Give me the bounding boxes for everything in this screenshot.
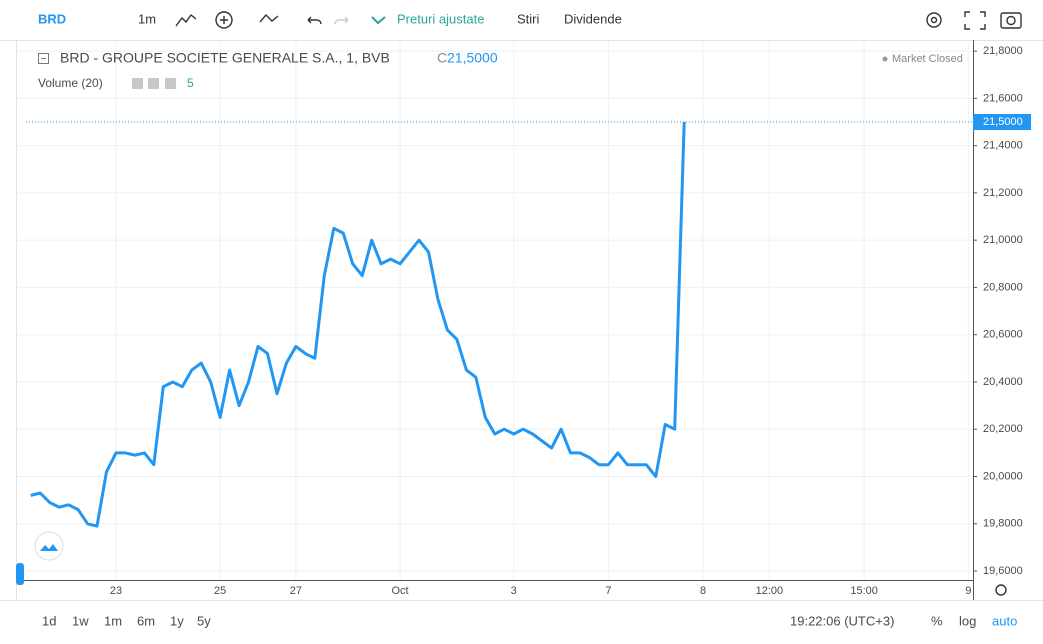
last-price-tag	[973, 114, 1031, 131]
snapshot-lens[interactable]	[1006, 15, 1016, 26]
range-button[interactable]: 6m	[137, 613, 155, 628]
x-tick-label: 3	[511, 585, 517, 597]
x-tick-label: 25	[214, 585, 226, 597]
compare-icon[interactable]	[259, 13, 279, 23]
symbol[interactable]: BRD	[38, 11, 66, 26]
news[interactable]: Stiri	[517, 11, 540, 26]
fullscreen-icon[interactable]	[964, 11, 986, 30]
grid: 19,6000 19,8000 20,0000 20,2000 20,4000 20,60…	[16, 40, 1023, 597]
y-tick-label: 19,6000	[983, 565, 1023, 577]
y-tick-label: 20,8000	[983, 281, 1023, 293]
scroll-handle[interactable]	[16, 563, 24, 585]
plot: 21,5000	[26, 114, 1031, 528]
log-toggle[interactable]: log	[959, 613, 976, 628]
redo-icon[interactable]	[334, 16, 349, 25]
chart-style-icon[interactable]	[175, 13, 197, 27]
series-name[interactable]: BRD - GROUPE SOCIETE GENERALE S.A., 1, B…	[60, 50, 390, 66]
settings-icon-center[interactable]	[930, 16, 938, 24]
price-value: 21,5000	[447, 50, 498, 66]
ranges: 1d 1w 1m 6m 1y 5y	[42, 613, 211, 628]
logo-badge[interactable]	[34, 531, 64, 561]
y-tick-label: 20,2000	[983, 423, 1023, 435]
range-button[interactable]: 1w	[72, 613, 89, 628]
x-tick-label: 9	[965, 585, 971, 597]
y-tick-label: 20,6000	[983, 329, 1023, 341]
percent-toggle[interactable]: %	[931, 613, 943, 628]
price-prefix: C	[437, 50, 447, 66]
range-button[interactable]: 5y	[197, 613, 211, 628]
y-tick-label: 21,4000	[983, 140, 1023, 152]
collapse-box[interactable]	[38, 53, 49, 64]
logo-icon[interactable]	[40, 544, 58, 551]
y-tick-label: 21,8000	[983, 45, 1023, 57]
x-tick-label: 15:00	[850, 585, 878, 597]
x-tick-label: Oct	[392, 585, 409, 597]
volume-settings[interactable]	[148, 78, 159, 89]
indicators-icon[interactable]	[215, 11, 233, 29]
adjusted-check[interactable]	[371, 16, 386, 25]
snapshot-icon[interactable]	[1000, 12, 1022, 29]
volume-value: 5	[187, 76, 194, 90]
y-tick-label: 20,4000	[983, 376, 1023, 388]
axis-settings[interactable]	[995, 584, 1007, 596]
x-tick-label: 8	[700, 585, 706, 597]
volume-eye[interactable]	[132, 78, 143, 89]
y-tick-label: 21,2000	[983, 187, 1023, 199]
last-price-label: 21,5000	[983, 116, 1023, 128]
auto-toggle[interactable]: auto	[992, 613, 1017, 628]
x-tick-label: 27	[290, 585, 302, 597]
y-tick-label: 20,0000	[983, 470, 1023, 482]
range-button[interactable]: 1m	[104, 613, 122, 628]
status-dot	[882, 56, 888, 62]
indicators-icon-plus[interactable]	[220, 16, 228, 24]
range-button[interactable]: 1y	[170, 613, 184, 628]
settings-icon[interactable]	[926, 12, 942, 28]
range-button[interactable]: 1d	[42, 613, 56, 628]
price-line	[30, 121, 686, 528]
x-tick-label: 7	[605, 585, 611, 597]
x-tick-label: 12:00	[756, 585, 784, 597]
market-status: Market Closed	[892, 53, 963, 65]
dividends[interactable]: Dividende	[564, 11, 622, 26]
volume-label[interactable]: Volume (20)	[38, 76, 103, 90]
volume-remove[interactable]	[165, 78, 176, 89]
interval[interactable]: 1m	[138, 11, 156, 26]
y-tick-label: 19,8000	[983, 518, 1023, 530]
y-tick-label: 21,6000	[983, 92, 1023, 104]
x-tick-label: 23	[110, 585, 122, 597]
y-tick-label: 21,0000	[983, 234, 1023, 246]
clock: 19:22:06 (UTC+3)	[790, 613, 894, 628]
undo-icon[interactable]	[307, 16, 322, 25]
adjusted-prices[interactable]: Preturi ajustate	[397, 11, 484, 26]
